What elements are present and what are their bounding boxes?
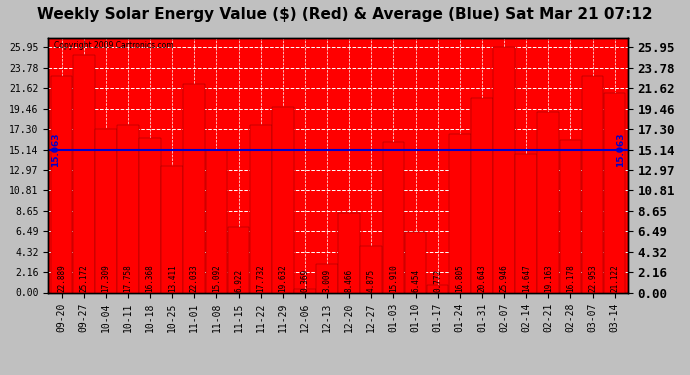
Text: 17.309: 17.309 — [101, 264, 110, 291]
Text: 13.411: 13.411 — [168, 264, 177, 291]
Bar — [405, 231, 426, 292]
Text: 17.758: 17.758 — [124, 264, 132, 291]
Text: 17.732: 17.732 — [256, 264, 265, 291]
Bar — [316, 264, 338, 292]
Text: 4.875: 4.875 — [367, 268, 376, 291]
Text: 16.178: 16.178 — [566, 264, 575, 291]
Bar — [139, 138, 161, 292]
Text: 15.063: 15.063 — [616, 133, 625, 168]
Bar — [471, 98, 493, 292]
Text: Weekly Solar Energy Value ($) (Red) & Average (Blue) Sat Mar 21 07:12: Weekly Solar Energy Value ($) (Red) & Av… — [37, 8, 653, 22]
Text: 16.805: 16.805 — [455, 264, 464, 291]
Bar — [604, 93, 625, 292]
Bar — [95, 129, 117, 292]
Bar — [184, 84, 205, 292]
Text: 3.009: 3.009 — [322, 268, 331, 291]
Text: Copyright 2009 Cartronics.com: Copyright 2009 Cartronics.com — [54, 41, 174, 50]
Bar — [360, 246, 382, 292]
Bar — [117, 125, 139, 292]
Bar — [582, 76, 603, 292]
Text: 19.163: 19.163 — [544, 264, 553, 291]
Bar — [515, 154, 537, 292]
Text: 6.454: 6.454 — [411, 268, 420, 291]
Bar — [538, 111, 559, 292]
Bar — [228, 227, 249, 292]
Text: 19.632: 19.632 — [278, 264, 287, 291]
Bar — [560, 140, 581, 292]
Bar — [449, 134, 471, 292]
Bar — [272, 107, 294, 292]
Bar — [338, 213, 360, 292]
Text: 22.889: 22.889 — [57, 264, 66, 291]
Text: 15.063: 15.063 — [51, 133, 60, 168]
Bar — [250, 125, 271, 292]
Text: 25.946: 25.946 — [500, 264, 509, 291]
Bar — [493, 48, 515, 292]
Text: 20.643: 20.643 — [477, 264, 486, 291]
Text: 21.122: 21.122 — [610, 264, 619, 291]
Bar — [382, 142, 404, 292]
Text: 8.466: 8.466 — [345, 268, 354, 291]
Bar — [206, 150, 227, 292]
Bar — [51, 76, 72, 292]
Bar — [427, 285, 449, 292]
Text: 15.910: 15.910 — [389, 264, 398, 291]
Bar — [294, 289, 316, 292]
Text: 22.953: 22.953 — [588, 264, 597, 291]
Text: 14.647: 14.647 — [522, 264, 531, 291]
Text: 25.172: 25.172 — [79, 264, 88, 291]
Bar — [73, 55, 95, 292]
Text: 22.033: 22.033 — [190, 264, 199, 291]
Text: 15.092: 15.092 — [212, 264, 221, 291]
Text: 0.772: 0.772 — [433, 268, 442, 291]
Text: 6.922: 6.922 — [234, 268, 243, 291]
Text: 16.368: 16.368 — [146, 264, 155, 291]
Bar — [161, 166, 183, 292]
Text: 0.369: 0.369 — [300, 268, 309, 291]
